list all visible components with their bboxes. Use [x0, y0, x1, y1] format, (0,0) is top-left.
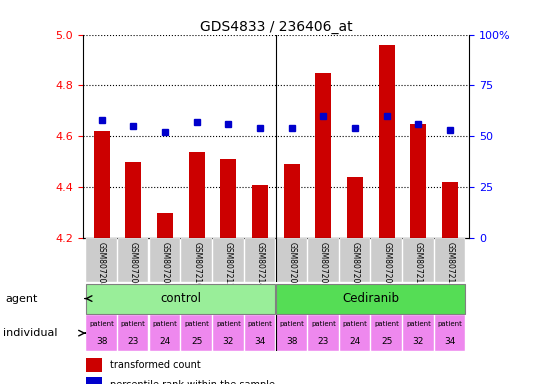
Text: GSM807203: GSM807203 [287, 242, 296, 288]
Bar [403, 238, 433, 282]
Text: 34: 34 [445, 337, 456, 346]
Text: 23: 23 [318, 337, 329, 346]
Text: 24: 24 [159, 337, 171, 346]
Text: 38: 38 [286, 337, 297, 346]
Bar [189, 152, 205, 238]
Text: GSM807207: GSM807207 [351, 242, 360, 288]
Bar [221, 159, 236, 238]
Bar [347, 177, 363, 238]
Bar [181, 315, 212, 351]
Bar [308, 315, 338, 351]
Text: Cediranib: Cediranib [342, 292, 399, 305]
Bar [410, 124, 426, 238]
Bar [442, 182, 458, 238]
Bar [372, 238, 402, 282]
Text: GSM807204: GSM807204 [97, 242, 106, 288]
Text: GSM807205: GSM807205 [319, 242, 328, 288]
Bar [308, 238, 338, 282]
Text: patient: patient [279, 321, 304, 327]
Bar [379, 45, 394, 238]
Bar [277, 238, 307, 282]
Bar [252, 185, 268, 238]
Text: GSM807206: GSM807206 [129, 242, 138, 288]
Text: GSM807211: GSM807211 [414, 242, 423, 288]
Text: 32: 32 [413, 337, 424, 346]
Title: GDS4833 / 236406_at: GDS4833 / 236406_at [199, 20, 352, 33]
Bar [86, 283, 275, 314]
Text: 32: 32 [223, 337, 234, 346]
Bar [150, 238, 180, 282]
Text: patient: patient [89, 321, 114, 327]
Bar [86, 377, 102, 384]
Text: percentile rank within the sample: percentile rank within the sample [110, 380, 274, 384]
Bar [435, 315, 465, 351]
Bar [94, 131, 110, 238]
Text: patient: patient [121, 321, 146, 327]
Bar [284, 164, 300, 238]
Bar [403, 315, 433, 351]
Text: transformed count: transformed count [110, 360, 200, 370]
Text: GSM807209: GSM807209 [382, 242, 391, 288]
Text: GSM807214: GSM807214 [255, 242, 264, 288]
Bar [150, 315, 180, 351]
Bar [340, 238, 370, 282]
Text: GSM807210: GSM807210 [192, 242, 201, 288]
Text: GSM807208: GSM807208 [160, 242, 169, 288]
Bar [340, 315, 370, 351]
Text: patient: patient [152, 321, 177, 327]
Bar [213, 238, 244, 282]
Text: GSM807212: GSM807212 [224, 242, 233, 288]
Bar [125, 162, 141, 238]
Bar [277, 283, 465, 314]
Text: patient: patient [216, 321, 241, 327]
Bar [118, 315, 149, 351]
Bar [316, 73, 331, 238]
Text: patient: patient [438, 321, 463, 327]
Text: patient: patient [374, 321, 399, 327]
Text: patient: patient [184, 321, 209, 327]
Text: patient: patient [406, 321, 431, 327]
Text: 23: 23 [127, 337, 139, 346]
Text: control: control [160, 292, 201, 305]
Bar [181, 238, 212, 282]
Bar [245, 315, 275, 351]
Text: 38: 38 [96, 337, 107, 346]
Text: patient: patient [311, 321, 336, 327]
Bar [86, 315, 117, 351]
Bar [213, 315, 244, 351]
Text: 25: 25 [191, 337, 203, 346]
Text: agent: agent [5, 293, 38, 304]
Bar [372, 315, 402, 351]
Bar [86, 238, 117, 282]
Text: 34: 34 [254, 337, 265, 346]
Bar [118, 238, 149, 282]
Bar [277, 315, 307, 351]
Bar [86, 358, 102, 372]
Text: patient: patient [343, 321, 367, 327]
Text: individual: individual [3, 328, 57, 338]
Text: 25: 25 [381, 337, 392, 346]
Text: 24: 24 [350, 337, 361, 346]
Bar [157, 213, 173, 238]
Bar [435, 238, 465, 282]
Bar [245, 238, 275, 282]
Text: GSM807213: GSM807213 [446, 242, 455, 288]
Text: patient: patient [247, 321, 272, 327]
